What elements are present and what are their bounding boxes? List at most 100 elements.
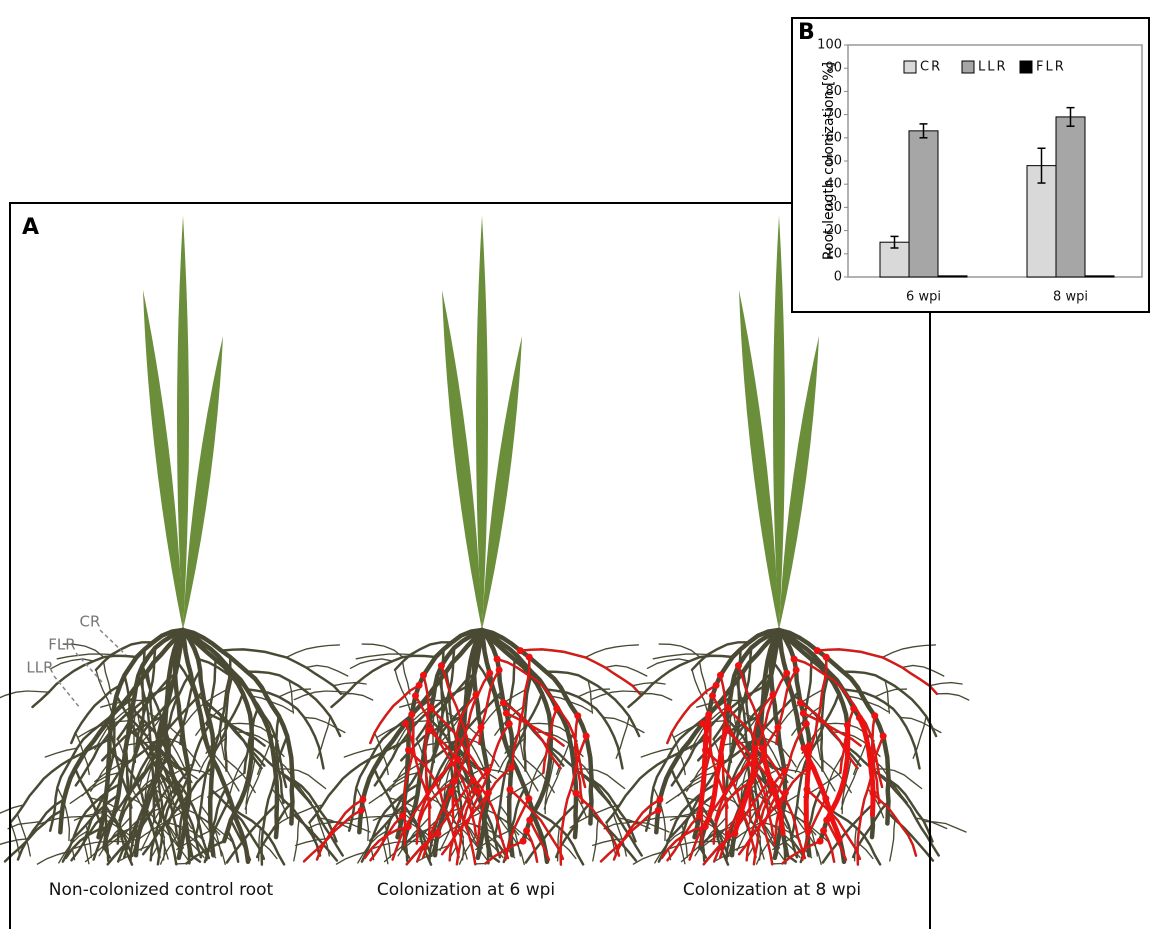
colonization-point	[503, 710, 510, 717]
colonization-point	[500, 699, 507, 706]
colonization-point	[506, 786, 513, 793]
y-tick-label: 20	[825, 223, 842, 238]
root	[913, 716, 926, 758]
root	[882, 645, 935, 658]
legend-swatch	[962, 61, 974, 73]
root-label: CR	[80, 613, 101, 631]
root	[593, 817, 599, 861]
leaf	[442, 290, 482, 630]
colonization-point	[405, 747, 412, 754]
colonization-point	[722, 727, 729, 734]
root	[294, 817, 300, 861]
root	[104, 662, 111, 694]
root	[640, 694, 672, 700]
y-tick-label: 50	[825, 154, 842, 169]
y-tick-label: 90	[825, 61, 842, 76]
root-label: FLR	[48, 636, 75, 654]
colonization-point	[496, 666, 503, 673]
colonization-point	[856, 714, 863, 721]
figure: A CR FLR LLR Non-colonized control root …	[0, 0, 1153, 929]
colonization-point	[553, 705, 560, 712]
root	[885, 681, 889, 714]
colonization-point	[699, 720, 706, 727]
colonization-point	[817, 838, 824, 845]
root	[588, 681, 592, 714]
colonization-point	[791, 656, 798, 663]
colonization-point	[526, 654, 533, 661]
y-tick-label: 40	[825, 177, 842, 192]
pointer	[54, 676, 80, 708]
y-tick-label: 0	[834, 270, 842, 285]
bar	[938, 276, 967, 277]
root	[18, 800, 64, 860]
colonization-point	[358, 807, 365, 814]
colonization-point	[850, 705, 857, 712]
root	[614, 800, 660, 860]
colonization-point	[525, 795, 532, 802]
colonization-point	[823, 654, 830, 661]
legend-label: FLR	[1036, 60, 1066, 75]
colonization-point	[448, 788, 455, 795]
colonization-point	[359, 796, 366, 803]
colonization-point	[880, 733, 887, 740]
colonization-point	[713, 682, 720, 689]
root-label: LLR	[26, 659, 53, 677]
bar	[1056, 117, 1085, 277]
bar	[1085, 276, 1114, 277]
colonization-point	[428, 705, 435, 712]
colonization-point	[416, 682, 423, 689]
colonization-point	[420, 672, 427, 679]
colonization-point	[402, 720, 409, 727]
colonization-point	[709, 692, 716, 699]
root	[700, 662, 707, 694]
y-tick-label: 60	[825, 130, 842, 145]
colonization-point	[408, 711, 415, 718]
colonization-point	[526, 817, 533, 824]
colonization-point	[434, 830, 441, 837]
leaf	[143, 290, 183, 630]
colonization-point	[425, 727, 432, 734]
root	[937, 694, 969, 700]
root	[930, 683, 963, 686]
legend-label: CR	[920, 60, 942, 75]
x-tick-label: 8 wpi	[1053, 290, 1088, 305]
root	[633, 683, 666, 686]
leaf	[779, 336, 819, 630]
root	[616, 716, 629, 758]
caption: Colonization at 8 wpi	[683, 880, 861, 900]
colonization-point	[793, 666, 800, 673]
leaf	[183, 336, 223, 630]
legend-swatch	[904, 61, 916, 73]
x-tick-label: 6 wpi	[906, 290, 941, 305]
root	[585, 645, 638, 658]
root	[317, 716, 330, 758]
colonization-point	[820, 827, 827, 834]
root	[289, 681, 293, 714]
y-tick-label: 80	[825, 84, 842, 99]
colonization-point	[412, 692, 419, 699]
root	[890, 817, 896, 861]
colonization-point	[800, 710, 807, 717]
leaf	[482, 336, 522, 630]
colonization-point	[486, 670, 493, 677]
colonization-point	[656, 796, 663, 803]
page: {"panel_a": {"label": "A", "root_labels"…	[0, 0, 1153, 929]
colonization-point	[583, 733, 590, 740]
bar	[909, 131, 938, 277]
y-tick-label: 70	[825, 107, 842, 122]
colonization-point	[814, 647, 821, 654]
colonization-point	[523, 827, 530, 834]
colonization-point	[470, 777, 477, 784]
colonization-point	[451, 778, 458, 785]
colonization-point	[572, 790, 579, 797]
legend-swatch	[1020, 61, 1032, 73]
leaf	[739, 290, 779, 630]
colonization-point	[520, 838, 527, 845]
colonization-point	[797, 699, 804, 706]
colonization-point	[655, 807, 662, 814]
colonization-point	[454, 756, 461, 763]
colonization-point	[438, 662, 445, 669]
colonization-point	[725, 705, 732, 712]
colonization-point	[735, 662, 742, 669]
root-illustrations	[0, 216, 969, 865]
